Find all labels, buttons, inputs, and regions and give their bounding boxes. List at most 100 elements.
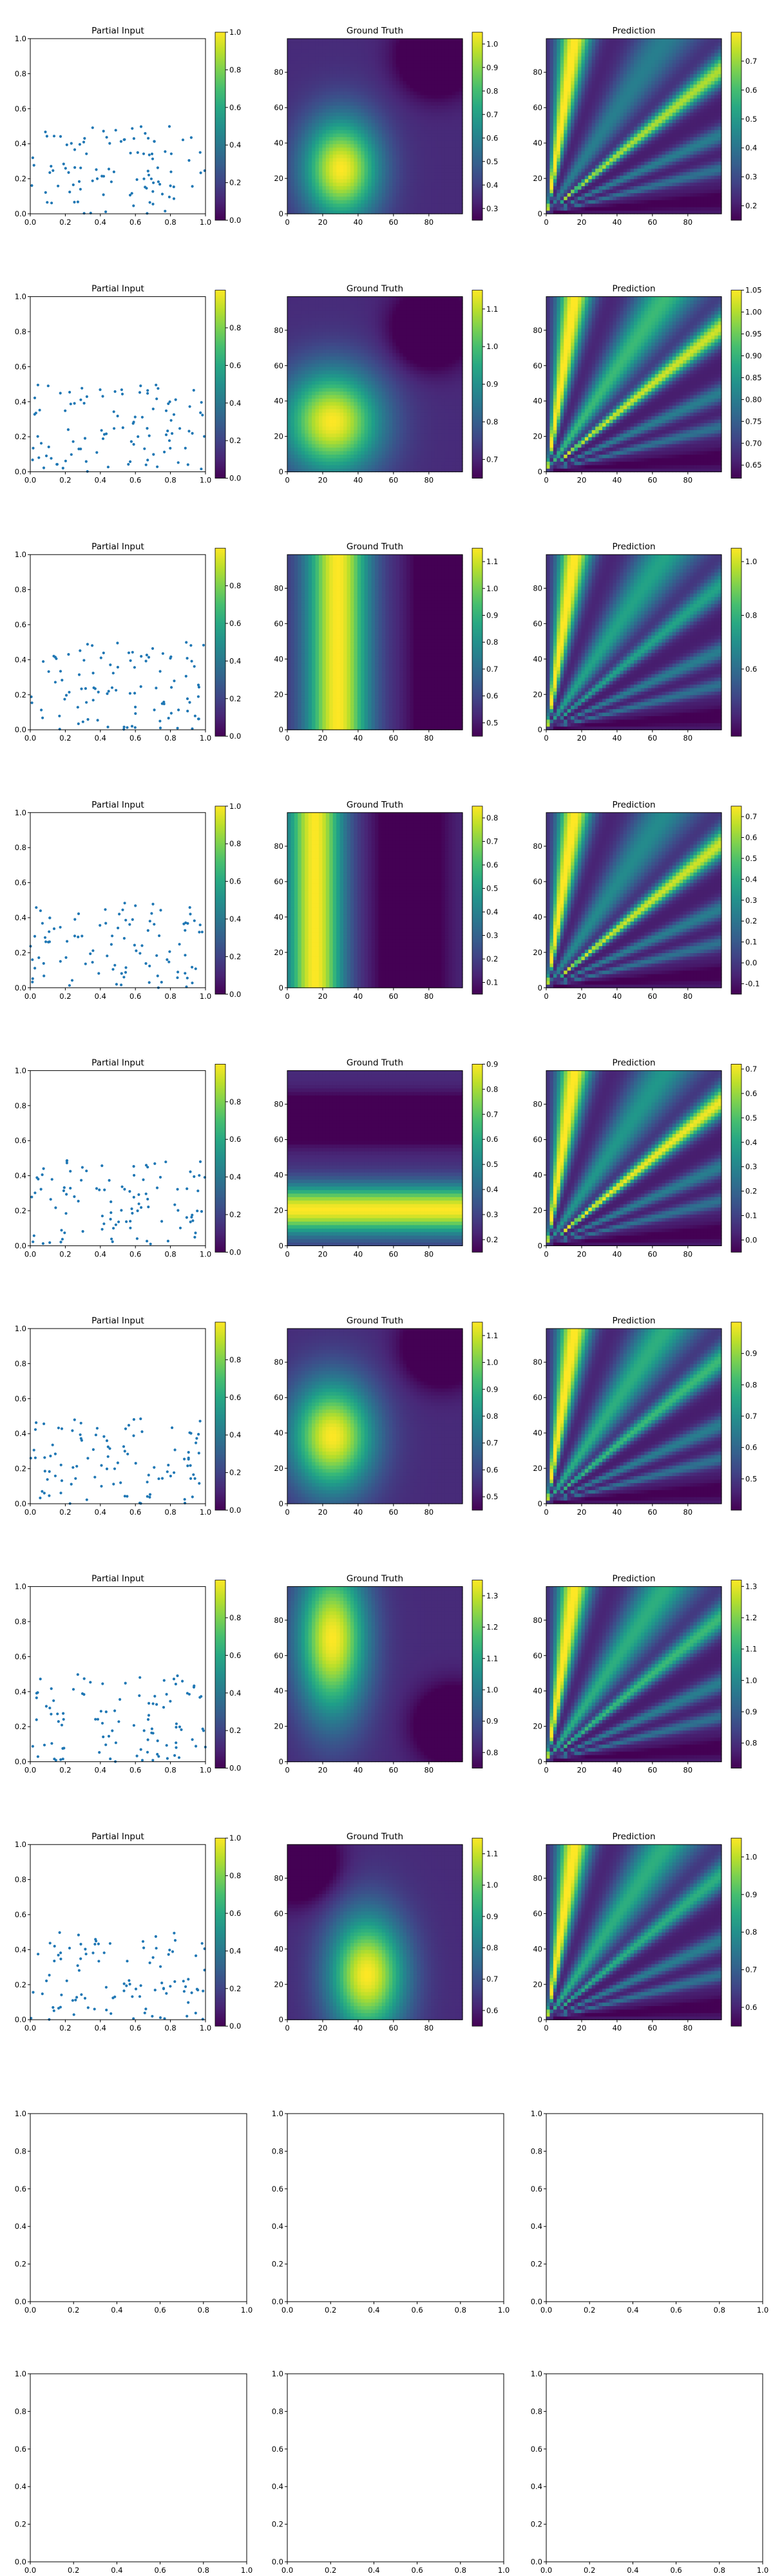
heatmap-cell (553, 70, 557, 74)
heatmap-cell (553, 126, 557, 130)
heatmap-cell (312, 84, 316, 88)
heatmap-cell (431, 161, 435, 165)
heatmap-cell (624, 102, 627, 106)
heatmap-cell (385, 119, 389, 123)
heatmap-cell (683, 49, 687, 53)
heatmap-cell (399, 179, 403, 183)
heatmap-cell (578, 196, 582, 200)
heatmap-cell (634, 88, 638, 91)
heatmap-cell (358, 42, 361, 46)
heatmap-cell (368, 161, 372, 165)
heatmap-cell (382, 105, 386, 109)
heatmap-cell (365, 196, 368, 200)
heatmap-cell (438, 168, 442, 172)
heatmap-cell (609, 140, 613, 144)
heatmap-cell (372, 137, 376, 140)
heatmap-cell (434, 147, 438, 151)
heatmap-cell (309, 98, 312, 102)
heatmap-cell (372, 70, 376, 74)
heatmap-cell (592, 73, 596, 77)
heatmap-cell (445, 60, 449, 64)
heatmap-cell (403, 144, 407, 147)
heatmap-cell (399, 70, 403, 74)
heatmap-cell (365, 140, 368, 144)
heatmap-cell (680, 119, 683, 123)
heatmap-cell (396, 77, 400, 81)
heatmap-cell (448, 56, 452, 60)
heatmap-cell (301, 67, 305, 71)
heatmap-cell (687, 207, 691, 211)
heatmap-cell (445, 193, 449, 196)
heatmap-cell (669, 207, 673, 211)
heatmap-cell (609, 49, 613, 53)
heatmap-cell (606, 91, 609, 95)
heatmap-cell (637, 175, 641, 179)
heatmap-cell (294, 49, 298, 53)
heatmap-cell (414, 129, 417, 133)
heatmap-cell (291, 119, 294, 123)
heatmap-cell (378, 207, 382, 211)
heatmap-cell (669, 133, 673, 137)
heatmap-cell (448, 204, 452, 207)
heatmap-cell (575, 182, 578, 186)
heatmap-cell (414, 77, 417, 81)
heatmap-cell (602, 179, 606, 183)
heatmap-cell (333, 67, 337, 71)
heatmap-cell (343, 119, 347, 123)
colorbar-tick-label: 0.6 (486, 133, 498, 142)
heatmap-cell (326, 133, 330, 137)
heatmap-cell (410, 84, 414, 88)
heatmap-cell (575, 73, 578, 77)
heatmap-cell (361, 56, 365, 60)
heatmap-cell (333, 70, 337, 74)
heatmap-cell (294, 46, 298, 50)
heatmap-cell (581, 60, 585, 64)
heatmap-cell (428, 126, 432, 130)
heatmap-cell (399, 175, 403, 179)
heatmap-cell (613, 151, 616, 155)
heatmap-cell (305, 147, 309, 151)
heatmap-cell (553, 60, 557, 64)
heatmap-cell (637, 77, 641, 81)
scatter-point (157, 180, 160, 183)
heatmap-cell (631, 182, 635, 186)
heatmap-cell (673, 189, 676, 193)
heatmap-cell (410, 168, 414, 172)
heatmap-cell (641, 189, 645, 193)
heatmap-cell (634, 53, 638, 57)
heatmap-cell (406, 116, 410, 120)
heatmap-cell (438, 49, 442, 53)
heatmap-cell (578, 63, 582, 67)
heatmap-cell (571, 63, 575, 67)
heatmap-cell (648, 46, 652, 50)
heatmap-cell (291, 67, 294, 71)
heatmap-cell (641, 179, 645, 183)
heatmap-cell (322, 151, 326, 155)
heatmap-cell (637, 204, 641, 207)
heatmap-cell (375, 193, 379, 196)
heatmap-cell (399, 116, 403, 120)
heatmap-cell (316, 123, 320, 127)
heatmap-cell (662, 155, 666, 158)
heatmap-cell (568, 204, 571, 207)
heatmap-cell (616, 172, 620, 176)
heatmap-cell (662, 200, 666, 204)
heatmap-cell (294, 126, 298, 130)
heatmap-cell (406, 84, 410, 88)
heatmap-cell (658, 151, 662, 155)
heatmap-cell (546, 39, 550, 43)
heatmap-cell (365, 172, 368, 176)
heatmap-cell (378, 175, 382, 179)
heatmap-cell (669, 88, 673, 91)
scatter-point (129, 194, 131, 196)
heatmap-cell (365, 84, 368, 88)
heatmap-cell (368, 46, 372, 50)
heatmap-cell (291, 147, 294, 151)
heatmap-cell (350, 88, 354, 91)
heatmap-cell (347, 193, 350, 196)
heatmap-cell (592, 196, 596, 200)
heatmap-cell (322, 98, 326, 102)
heatmap-cell (673, 200, 676, 204)
heatmap-cell (438, 151, 442, 155)
heatmap-cell (378, 88, 382, 91)
